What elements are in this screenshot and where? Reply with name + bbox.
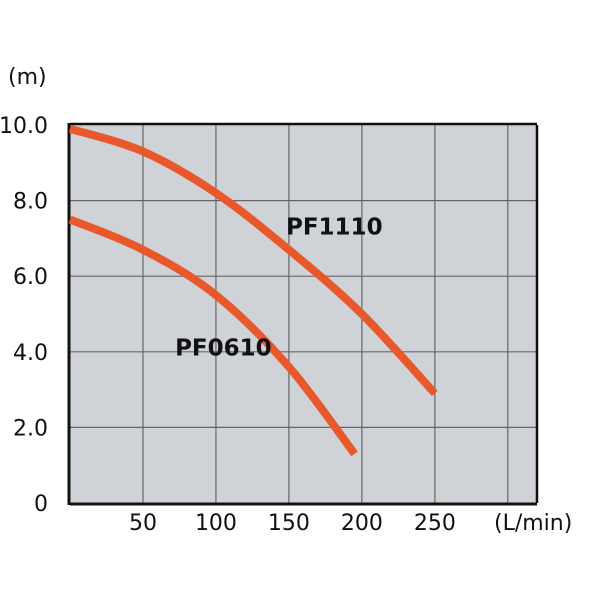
y-tick-label: 4.0 [13,341,48,366]
x-tick-label: 200 [341,511,383,536]
y-tick-label: 2.0 [13,416,48,441]
x-axis-label: (L/min) [494,511,572,536]
series-line-pf0610 [68,215,358,457]
axes [67,122,539,506]
x-tick-label: 100 [195,511,237,536]
grid [70,125,537,503]
plot-area [70,125,537,503]
y-axis-label: (m) [8,65,47,90]
tick-labels: 50 100 150 200 250 0 2.0 4.0 6.0 8.0 10.0 [0,114,456,536]
series-line-pf1110 [68,124,438,397]
series-lines [68,124,438,457]
series-label-pf0610: PF0610 [175,336,272,362]
y-tick-label: 8.0 [13,190,48,215]
y-tick-label: 0 [34,492,48,517]
y-tick-label: 6.0 [13,265,48,290]
series-labels: PF1110 PF0610 [175,215,383,362]
x-tick-label: 150 [268,511,310,536]
x-tick-label: 50 [129,511,157,536]
series-label-pf1110: PF1110 [286,215,383,241]
x-tick-label: 250 [414,511,456,536]
y-tick-label: 10.0 [0,114,48,139]
